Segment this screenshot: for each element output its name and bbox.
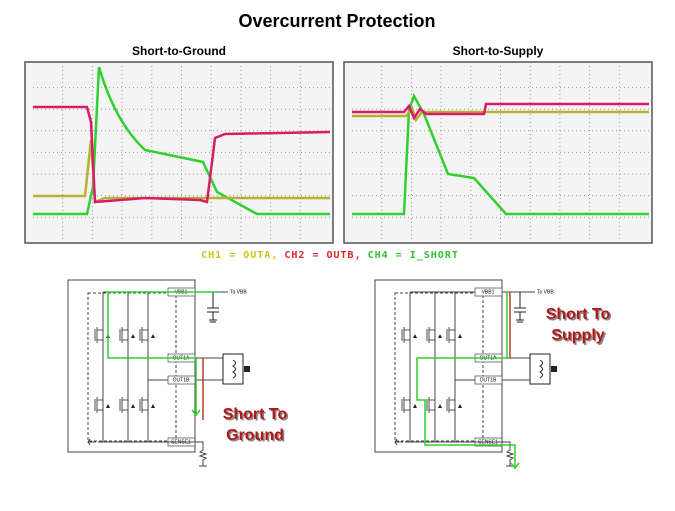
slide-title: Overcurrent Protection xyxy=(238,11,435,31)
transistor xyxy=(94,327,103,343)
driver-block xyxy=(394,292,484,442)
scope xyxy=(343,61,653,244)
ground xyxy=(195,441,208,467)
scope-screen xyxy=(24,61,334,244)
current-arrow xyxy=(510,462,520,470)
driver-block xyxy=(87,292,177,442)
callout: Ground xyxy=(226,427,284,444)
diode xyxy=(413,404,417,408)
current-path xyxy=(416,292,516,468)
capacitor xyxy=(514,292,526,323)
diode xyxy=(106,404,110,408)
legend-text: CH1 = OUTA, CH2 = OUTB, CH4 = I_SHORT xyxy=(201,250,459,261)
scope-title: Short-to-Supply xyxy=(453,44,544,58)
current-path xyxy=(107,291,218,415)
callout: Short To xyxy=(546,306,611,323)
trace-ch2 xyxy=(352,102,649,121)
sense-arrow xyxy=(394,430,503,446)
diode xyxy=(458,404,462,408)
load-wires xyxy=(502,357,532,381)
callout-shadow: Short To xyxy=(547,308,612,325)
callout: Supply xyxy=(551,327,604,344)
pin-label: VBB1 xyxy=(482,289,495,295)
transistor xyxy=(446,397,455,413)
transistor xyxy=(446,327,455,343)
supply-label: To VBB xyxy=(230,289,247,295)
pin-label: OUT1B xyxy=(480,377,497,383)
transistor xyxy=(401,327,410,343)
diode xyxy=(151,404,155,408)
coil xyxy=(539,359,543,379)
callout-shadow: Short To xyxy=(224,408,289,425)
diode xyxy=(438,334,442,338)
capacitor xyxy=(207,292,219,323)
callout: Short To xyxy=(223,406,288,423)
scope-screen xyxy=(343,61,653,244)
diode xyxy=(438,404,442,408)
legend-entry: CH4 = I_SHORT xyxy=(368,250,459,261)
transistor xyxy=(401,397,410,413)
diode xyxy=(413,334,417,338)
ic-outline xyxy=(67,279,196,453)
legend-entry: CH2 = OUTB, xyxy=(284,250,361,261)
transistor xyxy=(139,397,148,413)
load-wires xyxy=(195,357,225,381)
trace-ch4 xyxy=(352,92,649,216)
transistor xyxy=(426,327,435,343)
supply-label: To VBB xyxy=(537,289,554,295)
sense-arrow xyxy=(87,430,196,446)
trace-ch4 xyxy=(33,66,330,216)
transistor xyxy=(426,397,435,413)
diode xyxy=(131,334,135,338)
diode xyxy=(131,404,135,408)
trace-ch1 xyxy=(352,105,649,123)
pin-label: OUT1B xyxy=(173,377,190,383)
transistor xyxy=(139,327,148,343)
trace-ch2 xyxy=(33,105,331,204)
ic-outline xyxy=(374,279,503,453)
circuit: VBB1OUT1AOUT1BSENSE1To VBB xyxy=(67,279,250,467)
current-arrow xyxy=(191,409,201,417)
transistor xyxy=(94,397,103,413)
legend-entry: CH1 = OUTA, xyxy=(201,250,278,261)
coil xyxy=(232,359,236,379)
diode xyxy=(151,334,155,338)
callout-shadow: Supply xyxy=(553,329,606,346)
load xyxy=(529,353,551,385)
legend: CH1 = OUTA, CH2 = OUTB, CH4 = I_SHORT xyxy=(201,250,459,261)
transistor xyxy=(119,397,128,413)
scope xyxy=(24,61,334,244)
load xyxy=(222,353,244,385)
load-terminal xyxy=(551,366,557,372)
diode xyxy=(458,334,462,338)
load-terminal xyxy=(244,366,250,372)
transistor xyxy=(119,327,128,343)
callout-shadow: Ground xyxy=(228,429,286,446)
circuit: VBB1OUT1AOUT1BSENSE1To VBB xyxy=(374,279,557,470)
scope-title: Short-to-Ground xyxy=(132,44,226,58)
